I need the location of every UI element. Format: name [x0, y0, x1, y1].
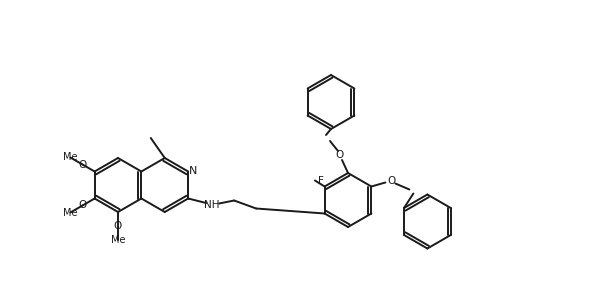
Text: F: F	[318, 177, 324, 186]
Text: Me: Me	[63, 208, 77, 217]
Text: O: O	[336, 150, 344, 160]
Text: N: N	[189, 166, 198, 177]
Text: O: O	[387, 177, 396, 186]
Text: Me: Me	[63, 153, 77, 162]
Text: NH: NH	[205, 200, 220, 209]
Text: O: O	[79, 200, 87, 211]
Text: O: O	[114, 221, 122, 231]
Text: O: O	[79, 160, 87, 169]
Text: Me: Me	[111, 235, 126, 245]
